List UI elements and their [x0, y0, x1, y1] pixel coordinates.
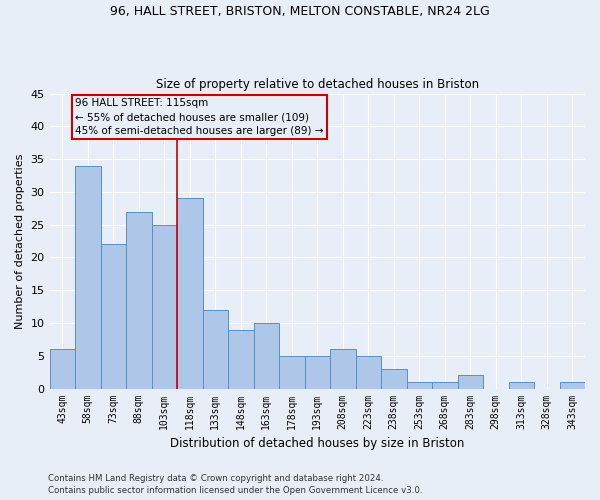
Bar: [228, 330, 254, 388]
Bar: [50, 349, 75, 389]
Bar: [432, 382, 458, 388]
Bar: [381, 369, 407, 388]
Text: 96 HALL STREET: 115sqm
← 55% of detached houses are smaller (109)
45% of semi-de: 96 HALL STREET: 115sqm ← 55% of detached…: [75, 98, 323, 136]
Bar: [356, 356, 381, 388]
Bar: [305, 356, 330, 388]
Bar: [101, 244, 126, 388]
Y-axis label: Number of detached properties: Number of detached properties: [15, 154, 25, 328]
Title: Size of property relative to detached houses in Briston: Size of property relative to detached ho…: [156, 78, 479, 91]
Bar: [203, 310, 228, 388]
Bar: [279, 356, 305, 388]
Bar: [330, 349, 356, 389]
Bar: [177, 198, 203, 388]
Bar: [509, 382, 534, 388]
Bar: [75, 166, 101, 388]
Bar: [254, 323, 279, 388]
Bar: [126, 212, 152, 388]
Text: Contains HM Land Registry data © Crown copyright and database right 2024.
Contai: Contains HM Land Registry data © Crown c…: [48, 474, 422, 495]
Bar: [152, 224, 177, 388]
Text: 96, HALL STREET, BRISTON, MELTON CONSTABLE, NR24 2LG: 96, HALL STREET, BRISTON, MELTON CONSTAB…: [110, 5, 490, 18]
Bar: [407, 382, 432, 388]
Bar: [560, 382, 585, 388]
Bar: [458, 376, 483, 388]
X-axis label: Distribution of detached houses by size in Briston: Distribution of detached houses by size …: [170, 437, 464, 450]
